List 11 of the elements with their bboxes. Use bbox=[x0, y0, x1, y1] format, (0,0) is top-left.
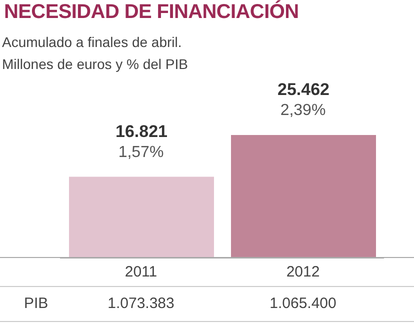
chart-title: NECESIDAD DE FINANCIACIÓN bbox=[4, 1, 299, 24]
text: PIB bbox=[24, 295, 48, 312]
annotation: 2,39% bbox=[279, 102, 327, 120]
x-tick-label: 2012 bbox=[286, 264, 320, 281]
text: 1.065.400 bbox=[268, 295, 338, 312]
chart-subtitle: Acumulado a finales de abril. Millones de euros y % del PIB bbox=[2, 33, 189, 74]
x-tick-label: 2011 bbox=[124, 264, 158, 281]
data-label: 25.462 bbox=[278, 80, 330, 100]
data-label: 16.821 bbox=[116, 122, 168, 141]
text: 1.073.383 bbox=[106, 295, 176, 312]
annotation: 1,57% bbox=[117, 144, 165, 162]
